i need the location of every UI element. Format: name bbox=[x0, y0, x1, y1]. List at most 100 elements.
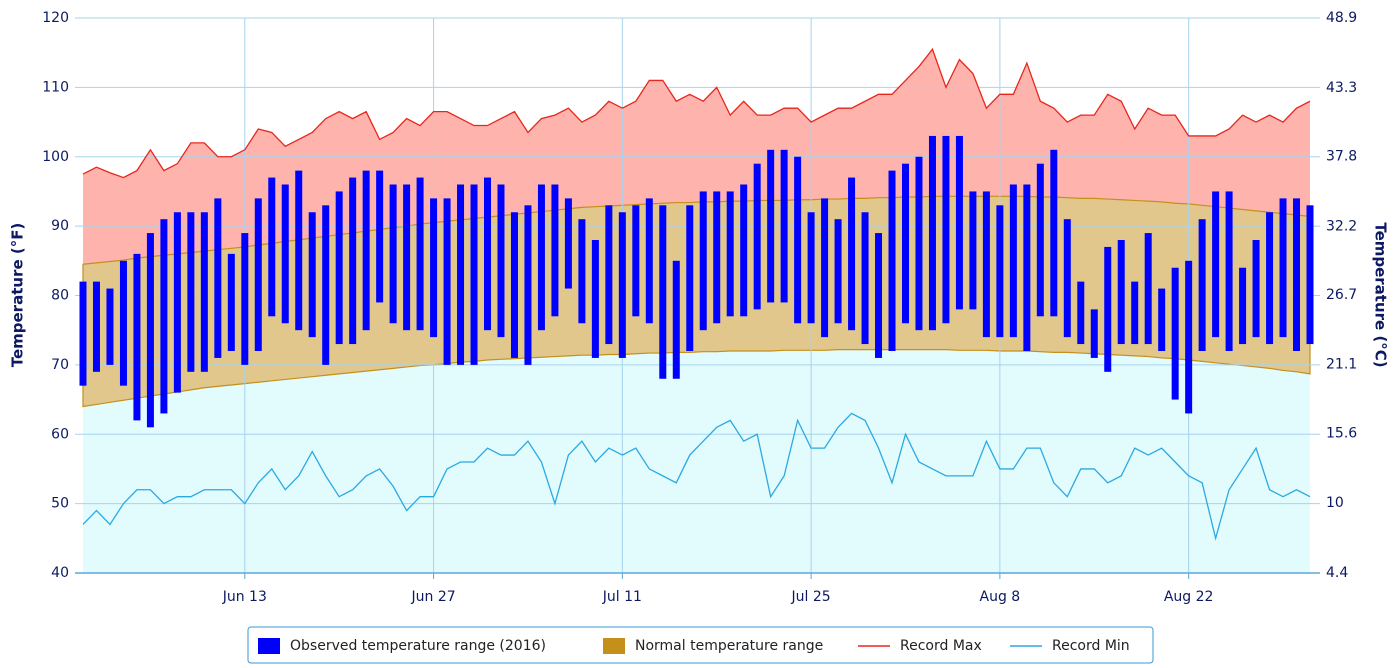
observed-bar bbox=[187, 212, 195, 372]
observed-bar bbox=[146, 233, 154, 428]
observed-bar bbox=[901, 163, 909, 324]
observed-bar bbox=[1239, 267, 1247, 345]
observed-bar bbox=[713, 191, 721, 324]
observed-bar bbox=[133, 253, 141, 421]
observed-bar bbox=[753, 163, 761, 310]
observed-bar bbox=[591, 240, 599, 358]
observed-bar bbox=[430, 198, 438, 338]
observed-bar bbox=[928, 135, 936, 331]
observed-bar bbox=[794, 156, 802, 324]
x-tick-label: Jul 25 bbox=[791, 589, 831, 605]
observed-bar bbox=[659, 205, 667, 379]
observed-bar bbox=[497, 184, 505, 338]
observed-bar bbox=[1131, 281, 1139, 345]
observed-bar bbox=[457, 184, 465, 365]
y2-tick-label: 21.1 bbox=[1326, 357, 1357, 373]
observed-bar bbox=[1009, 184, 1017, 338]
observed-bar bbox=[1266, 212, 1274, 345]
legend-box bbox=[247, 626, 1154, 664]
observed-bar bbox=[403, 184, 411, 331]
legend-label: Observed temperature range (2016) bbox=[290, 638, 546, 654]
y2-tick-label: 43.3 bbox=[1326, 80, 1357, 96]
observed-bar bbox=[92, 281, 100, 372]
observed-bar bbox=[821, 198, 829, 338]
observed-bar bbox=[470, 184, 478, 365]
y2-axis-title: Temperature (°C) bbox=[1372, 222, 1390, 367]
x-tick-label: Aug 8 bbox=[980, 589, 1021, 605]
y-tick-label: 100 bbox=[42, 149, 69, 165]
y2-tick-label: 4.4 bbox=[1326, 565, 1348, 581]
observed-bar bbox=[1198, 219, 1206, 351]
observed-bar bbox=[834, 219, 842, 324]
y2-tick-label: 26.7 bbox=[1326, 287, 1357, 303]
observed-bar bbox=[1279, 198, 1287, 338]
observed-bar bbox=[551, 184, 559, 317]
observed-bar bbox=[416, 177, 424, 331]
y-axis-title: Temperature (°F) bbox=[9, 223, 27, 368]
observed-bar bbox=[1144, 233, 1152, 345]
observed-bar bbox=[389, 184, 397, 324]
y-tick-label: 60 bbox=[51, 426, 69, 442]
observed-bar bbox=[79, 281, 87, 386]
observed-bar bbox=[1185, 260, 1193, 414]
observed-bar bbox=[955, 135, 963, 310]
observed-bar bbox=[537, 184, 545, 331]
y2-tick-label: 10 bbox=[1326, 495, 1344, 511]
observed-bar bbox=[1036, 163, 1044, 317]
observed-bar bbox=[915, 156, 923, 331]
y2-tick-label: 48.9 bbox=[1326, 10, 1357, 26]
observed-bar bbox=[106, 288, 114, 365]
observed-bar bbox=[1023, 184, 1031, 351]
observed-bar bbox=[645, 198, 653, 324]
y-tick-label: 70 bbox=[51, 357, 69, 373]
x-tick-label: Jul 11 bbox=[602, 589, 642, 605]
observed-bar bbox=[969, 191, 977, 310]
legend-swatch bbox=[603, 638, 625, 654]
observed-bar bbox=[1104, 246, 1112, 372]
y2-tick-label: 37.8 bbox=[1326, 148, 1357, 164]
observed-bar bbox=[699, 191, 707, 331]
observed-bar bbox=[982, 191, 990, 338]
observed-bar bbox=[349, 177, 357, 345]
observed-bar bbox=[1252, 240, 1260, 338]
observed-bar bbox=[1212, 191, 1220, 338]
observed-bar bbox=[227, 253, 235, 351]
legend-label: Record Max bbox=[900, 638, 982, 654]
observed-bar bbox=[295, 170, 303, 331]
observed-bar bbox=[308, 212, 316, 338]
legend: Observed temperature range (2016) Normal … bbox=[247, 626, 1154, 664]
observed-bar bbox=[605, 205, 613, 345]
observed-bar bbox=[214, 198, 222, 358]
observed-bar bbox=[322, 205, 330, 365]
x-tick-label: Aug 22 bbox=[1164, 589, 1214, 605]
y2-tick-label: 32.2 bbox=[1326, 218, 1357, 234]
observed-bar bbox=[1171, 267, 1179, 400]
observed-bar bbox=[996, 205, 1004, 338]
observed-bar bbox=[119, 260, 127, 386]
observed-bar bbox=[160, 219, 168, 414]
observed-bar bbox=[740, 184, 748, 317]
observed-bar bbox=[443, 198, 451, 365]
observed-bar bbox=[780, 149, 788, 303]
observed-bar bbox=[484, 177, 492, 331]
observed-bar bbox=[1077, 281, 1085, 345]
observed-bar bbox=[376, 170, 384, 303]
observed-bar bbox=[268, 177, 276, 317]
observed-bar bbox=[861, 212, 869, 345]
observed-bar bbox=[672, 260, 680, 379]
observed-bar bbox=[524, 205, 532, 365]
observed-bar bbox=[173, 212, 181, 393]
observed-bar bbox=[888, 170, 896, 351]
observed-bar bbox=[362, 170, 370, 331]
legend-label: Record Min bbox=[1052, 638, 1130, 654]
observed-bar bbox=[1306, 205, 1314, 345]
observed-bar bbox=[510, 212, 518, 358]
record-line bbox=[82, 47, 1311, 179]
observed-bar bbox=[726, 191, 734, 317]
observed-bar bbox=[1225, 191, 1233, 351]
y2-tick-label: 15.6 bbox=[1326, 425, 1357, 441]
observed-bar bbox=[942, 135, 950, 324]
observed-bar bbox=[632, 205, 640, 317]
observed-bar bbox=[1293, 198, 1301, 351]
